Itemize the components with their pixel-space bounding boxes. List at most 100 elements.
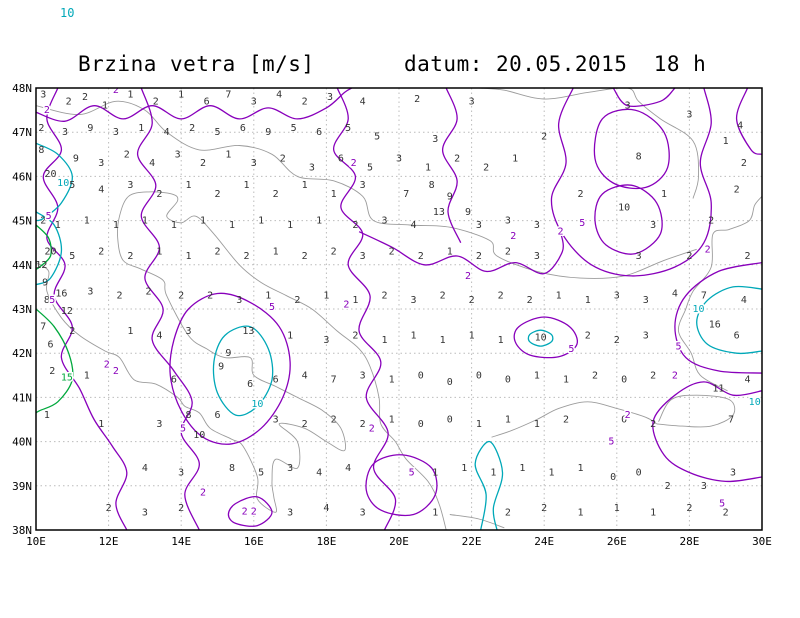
map-datetime-label: datum: 20.05.2015 18 h [404,52,707,76]
axis-labels: 10E 12E 14E 16E 18E 20E 22E 24E 26E 28E 30E 38N 39N 4… [12,82,772,548]
station-value: 2 [178,291,184,302]
station-value: 2 [389,247,395,258]
contour-label: 5 [409,468,415,479]
station-value: 1 [534,370,540,381]
station-value: 2 [650,370,656,381]
station-value: 2 [708,216,714,227]
station-value: 2 [156,189,162,200]
station-value: 9 [465,207,471,218]
station-value: 1 [316,216,322,227]
y-tick-label: 45N [12,215,32,228]
contour-level-15 [36,224,52,270]
station-value: 7 [331,375,337,386]
station-value: 2 [527,295,533,306]
station-value: 3 [360,180,366,191]
contour-label: 2 [369,423,375,434]
contour-level-5 [365,454,438,517]
station-value: 1 [200,216,206,227]
station-value: 1 [323,291,329,302]
station-value: 5 [374,132,380,143]
station-value: 4 [360,96,366,107]
station-value: 1 [243,180,249,191]
station-value: 3 [98,158,104,169]
italy-adriatic-coast [36,191,447,530]
contour-label: 10 [692,304,704,315]
station-value: 2 [98,247,104,258]
station-value: 1 [425,163,431,174]
station-value: 9 [447,191,453,202]
sea-of-marmara-coast [656,394,736,428]
station-value: 3 [251,158,257,169]
station-value: 9 [218,362,224,373]
station-value: 6 [273,375,279,386]
contour-label: 5 [719,499,725,510]
station-value: 2 [38,123,44,134]
contour-label: 10 [251,399,263,410]
contour-level-5 [169,292,291,445]
station-value: 3 [323,335,329,346]
station-value: 1 [352,295,358,306]
station-value: 8 [38,145,44,156]
x-tick-label: 20E [389,535,409,548]
station-value: 3 [87,286,93,297]
contour-level-10 [474,440,504,530]
contour-label: 5 [579,218,585,229]
station-value: 5 [69,251,75,262]
station-value: 1 [461,463,467,474]
station-value: 5 [214,127,220,138]
contour-label: 5 [269,302,275,313]
station-value: 2 [614,335,620,346]
stray-contour-label: 10 [60,6,75,20]
station-value: 1 [534,419,540,430]
contour-level-2 [612,88,676,107]
contour-level-2 [652,381,762,483]
station-value: 1 [138,123,144,134]
station-value: 1 [432,468,438,479]
station-value: 3 [643,295,649,306]
station-value: 2 [82,92,88,103]
contour-label: 15 [61,373,73,384]
station-value: 2 [127,251,133,262]
station-value: 1 [287,220,293,231]
contour-label: 2 [113,85,119,96]
contour-level-2 [441,88,462,243]
station-value: 1 [563,375,569,386]
contour-label: 5 [568,344,574,355]
station-value: 16 [55,289,67,300]
station-value: 0 [505,375,511,386]
contour-level-5 [513,316,578,359]
station-value: 0 [418,419,424,430]
station-value: 3 [360,370,366,381]
station-value: 0 [476,370,482,381]
contour-label: 2 [672,370,678,381]
station-value: 2 [541,503,547,514]
station-value: 3 [396,154,402,165]
station-value: 7 [225,90,231,101]
station-value: 2 [505,247,511,258]
contour-label: 2 [625,410,631,421]
gulf-of-corinth-coast [449,514,505,529]
station-value: 4 [345,463,351,474]
station-value: 1 [476,419,482,430]
contour-label: 2 [510,231,516,242]
contour-label: 2 [705,244,711,255]
station-value: 5 [69,180,75,191]
station-value: 3 [410,295,416,306]
station-value: 4 [744,375,750,386]
station-value: 2 [577,189,583,200]
station-value: 1 [723,136,729,147]
station-value: 1 [650,507,656,518]
station-value: 1 [331,189,337,200]
station-value: 1 [185,251,191,262]
station-value: 1 [287,331,293,342]
station-value: 4 [149,158,155,169]
station-value: 7 [728,415,734,426]
station-value: 1 [156,247,162,258]
station-value: 1 [614,503,620,514]
station-value: 3 [185,326,191,337]
y-tick-label: 40N [12,436,32,449]
x-tick-label: 24E [534,535,554,548]
y-tick-label: 38N [12,524,32,537]
station-value: 0 [447,415,453,426]
contour-level-10 [212,325,274,417]
